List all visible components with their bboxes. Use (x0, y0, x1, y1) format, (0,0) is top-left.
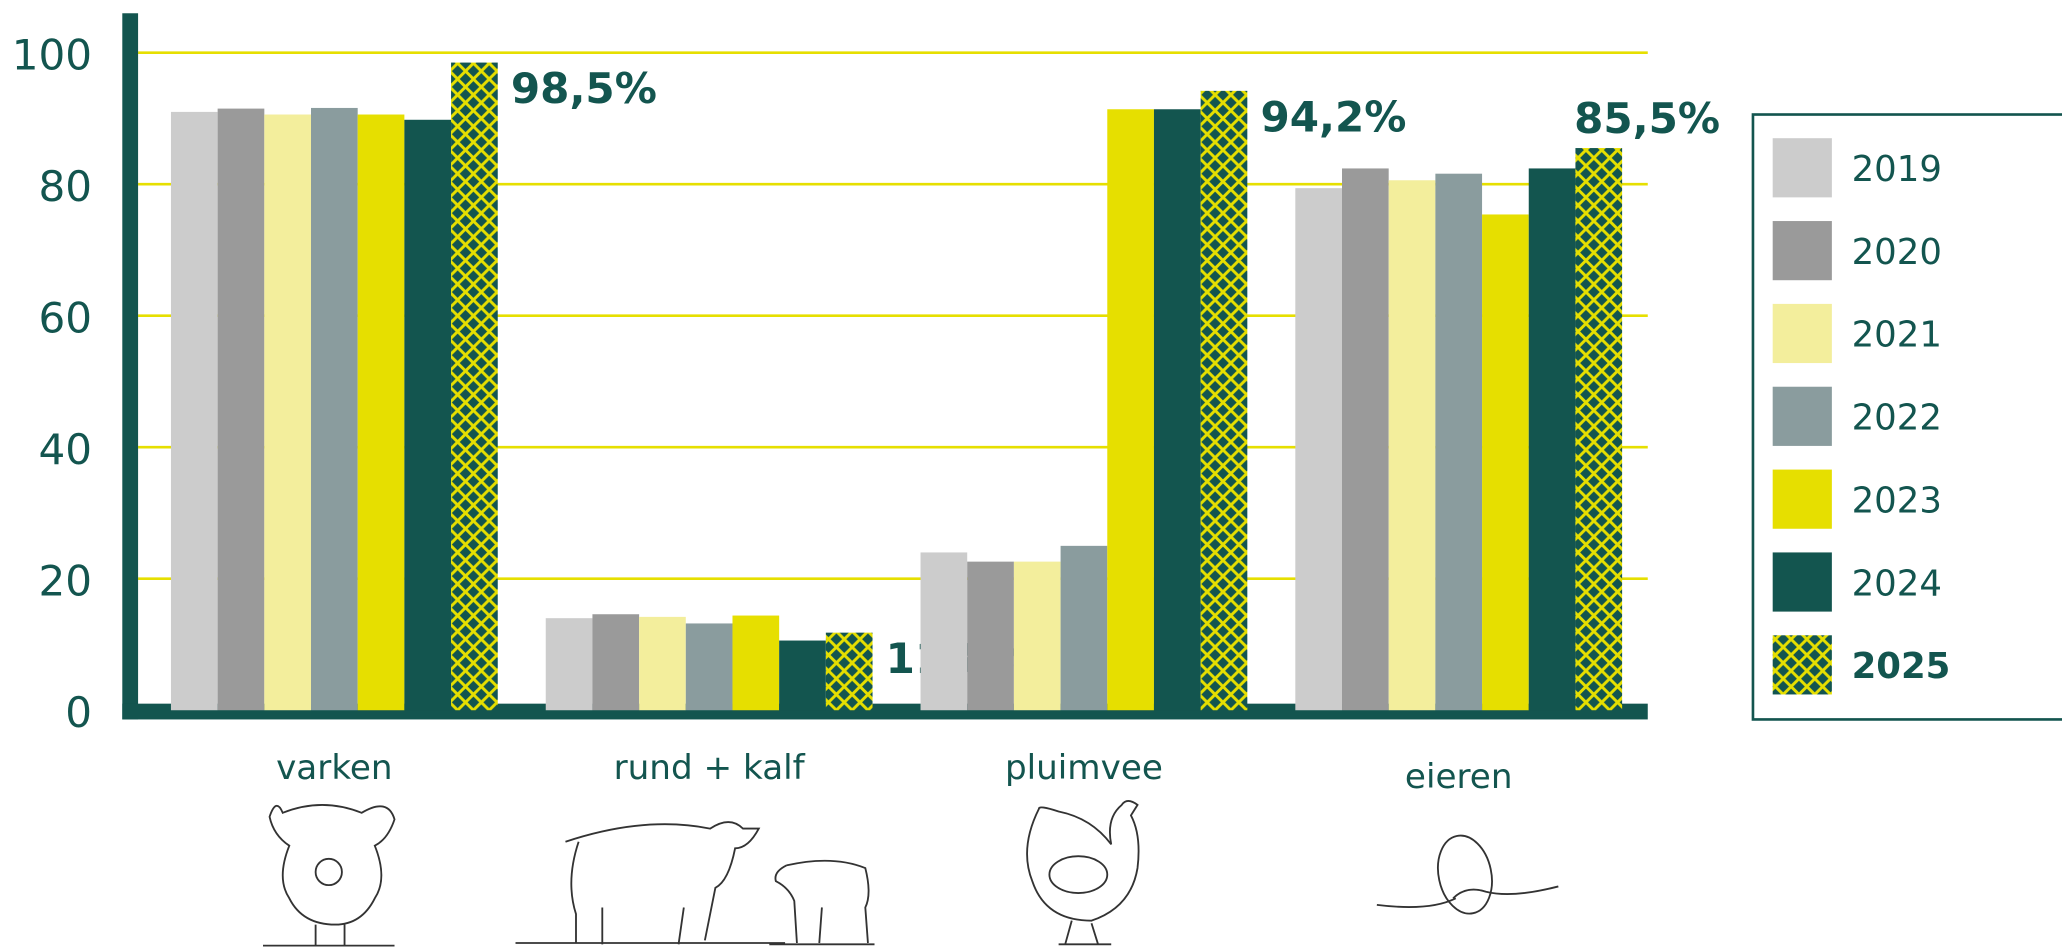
value-label: 85,5% (1574, 94, 1720, 143)
chicken-drawing (1026, 800, 1140, 946)
legend-swatch (1772, 386, 1832, 446)
legend-swatch (1772, 635, 1832, 695)
bar (264, 114, 312, 711)
legend-label: 2025 (1852, 646, 1951, 687)
bar (732, 615, 780, 711)
bar (1482, 214, 1529, 711)
legend-swatch (1772, 552, 1832, 612)
bar (357, 114, 405, 711)
legend-swatch (1772, 469, 1832, 529)
legend-label: 2019 (1852, 149, 1942, 190)
bar (404, 119, 452, 711)
x-tick-label: rund + kalf (614, 748, 806, 788)
bar (451, 62, 498, 711)
legend-label: 2024 (1852, 563, 1942, 604)
bar (545, 618, 593, 711)
calf-drawing (769, 859, 875, 946)
bar (1342, 168, 1389, 711)
bar (967, 561, 1014, 711)
bar (1388, 180, 1436, 711)
legend-label: 2022 (1852, 398, 1942, 439)
bar (1060, 545, 1108, 711)
bar (920, 552, 968, 711)
legend-swatch (1772, 303, 1832, 364)
y-tick-label: 80 (39, 162, 93, 211)
bar (685, 623, 733, 711)
x-tick-label: varken (276, 748, 393, 788)
bar (1528, 168, 1576, 711)
bar (311, 107, 358, 711)
chicken-wing (1048, 855, 1109, 894)
egg-shape (1437, 834, 1493, 915)
bar (639, 616, 686, 711)
bar (1107, 109, 1154, 711)
bar (592, 614, 640, 711)
x-tick-label: eieren (1405, 757, 1513, 797)
legend-label: 2023 (1852, 480, 1942, 521)
legend-swatch (1772, 138, 1832, 198)
y-tick-label: 0 (65, 688, 92, 737)
value-label: 98,5% (511, 64, 657, 113)
bar (170, 111, 218, 711)
x-axis (122, 703, 1648, 720)
bar (1435, 173, 1483, 711)
y-tick-label: 40 (39, 425, 93, 474)
y-tick-label: 100 (12, 30, 92, 79)
bar (825, 632, 873, 711)
cow-drawing (515, 821, 786, 945)
bar (1013, 561, 1061, 711)
legend-label: 2020 (1852, 232, 1942, 273)
y-axis (122, 13, 139, 720)
legend-swatch (1772, 221, 1832, 281)
bar (1153, 109, 1201, 711)
bar (217, 108, 265, 711)
bar (779, 640, 826, 711)
bar (1200, 90, 1248, 711)
y-tick-label: 20 (39, 556, 93, 605)
pig-snout (314, 857, 343, 887)
egg-drawing (1376, 885, 1559, 908)
pig-drawing (263, 804, 396, 947)
x-tick-label: pluimvee (1005, 748, 1163, 788)
value-label: 94,2% (1260, 92, 1406, 141)
bar (1295, 188, 1343, 711)
bar (1575, 148, 1623, 711)
illustrations (263, 800, 1559, 947)
legend-box (1751, 113, 2062, 721)
legend-label: 2021 (1852, 315, 1942, 356)
y-tick-label: 60 (39, 293, 93, 342)
